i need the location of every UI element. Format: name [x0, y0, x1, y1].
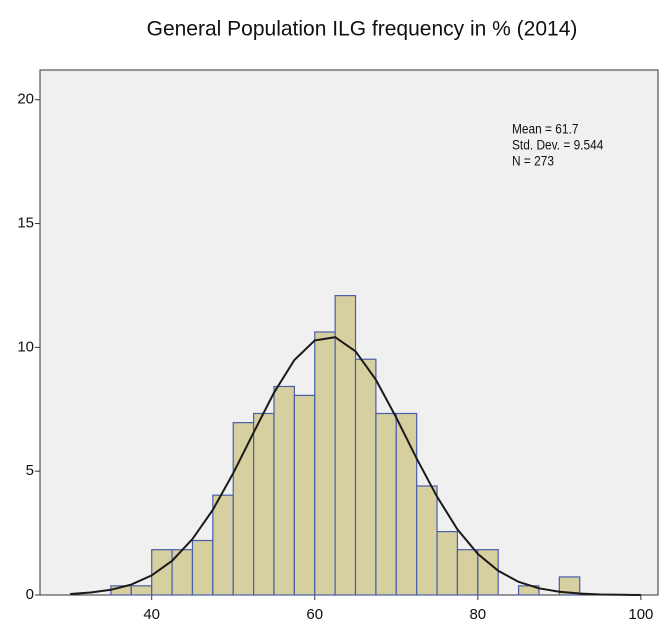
bar — [456, 549, 479, 596]
bar — [191, 539, 214, 596]
x-tick-label: 60 — [306, 606, 323, 623]
y-tick-label: 15 — [17, 215, 34, 232]
bar — [416, 485, 438, 596]
y-tick-label: 5 — [26, 462, 34, 479]
annotation: Mean = 61.7 — [512, 121, 578, 137]
x-tick-label: 100 — [628, 606, 653, 623]
bar — [293, 394, 316, 596]
fit-curve — [70, 336, 641, 596]
x-tick-label: 80 — [469, 606, 486, 623]
bar — [273, 385, 295, 596]
bar — [130, 585, 153, 596]
bar — [212, 494, 234, 596]
bar — [375, 412, 397, 596]
bar — [253, 412, 275, 596]
bar — [314, 331, 336, 596]
x-tick-label: 40 — [143, 606, 160, 623]
annotation: N = 273 — [512, 153, 554, 169]
y-tick-label: 0 — [26, 586, 34, 603]
bar — [477, 549, 499, 596]
chart-title: General Population ILG frequency in % (2… — [147, 18, 578, 41]
y-tick-label: 10 — [17, 338, 34, 355]
bar — [558, 576, 581, 596]
bar — [232, 422, 255, 596]
annotation: Std. Dev. = 9.544 — [512, 137, 603, 153]
bar — [436, 531, 459, 596]
y-tick-label: 20 — [17, 91, 34, 108]
bar — [395, 412, 418, 596]
bar — [354, 358, 377, 596]
